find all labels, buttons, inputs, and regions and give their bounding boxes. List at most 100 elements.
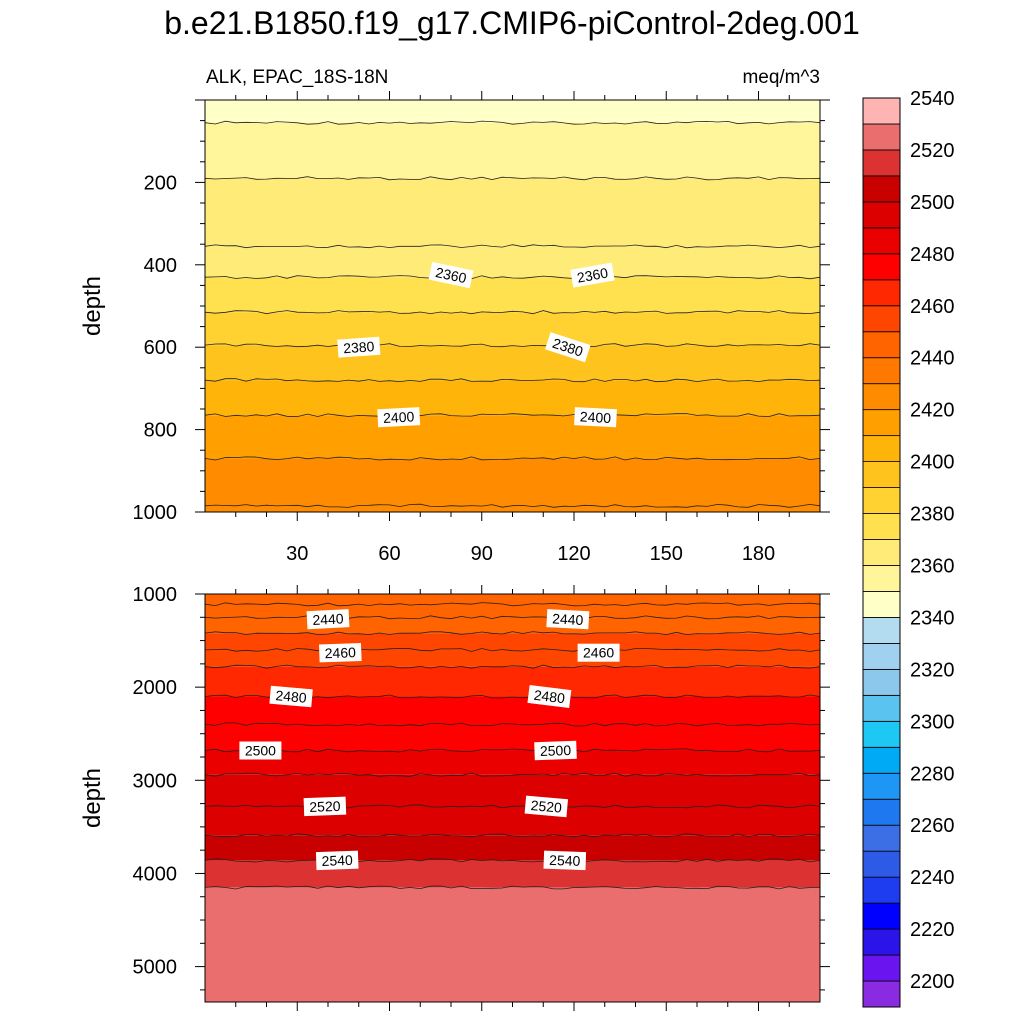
colorbar-box bbox=[862, 565, 901, 592]
colorbar-box bbox=[862, 331, 901, 359]
contour-band bbox=[205, 178, 820, 247]
colorbar-box bbox=[862, 279, 901, 307]
colorbar: 2200 2220 2240 2260 2280 2300 2320 2340 2360 2380… bbox=[862, 88, 955, 1008]
contour-band bbox=[205, 860, 820, 888]
contour-label-text: 2440 bbox=[552, 610, 584, 628]
contour-line bbox=[204, 275, 821, 280]
colorbar-box bbox=[862, 980, 901, 1008]
y-tick-label: 3000 bbox=[133, 770, 178, 792]
colorbar-box bbox=[862, 461, 901, 488]
contour-label: 2360 bbox=[428, 261, 474, 289]
contour-label-text: 2480 bbox=[533, 687, 566, 707]
colorbar-box bbox=[862, 902, 901, 930]
colorbar-tick-label: 2460 bbox=[910, 296, 955, 318]
contour-label-box bbox=[574, 407, 617, 428]
contour-label-box bbox=[524, 795, 569, 818]
y-tick-label: 2000 bbox=[133, 677, 178, 699]
contour-label: 2440 bbox=[306, 609, 350, 630]
colorbar-frame bbox=[862, 97, 901, 1008]
y-tick-label: 400 bbox=[144, 255, 177, 277]
colorbar-box bbox=[862, 720, 901, 748]
contour-label-text: 2380 bbox=[343, 338, 375, 356]
colorbar-tick-label: 2400 bbox=[910, 452, 955, 474]
contour-label-text: 2460 bbox=[583, 645, 614, 661]
contour-label-text: 2400 bbox=[580, 408, 612, 426]
y-axis-label: depth bbox=[79, 768, 106, 828]
contour-label-box bbox=[377, 407, 421, 428]
contour-band bbox=[205, 345, 820, 381]
contour-label: 2360 bbox=[570, 262, 615, 288]
contour-line bbox=[204, 120, 821, 125]
contour-band bbox=[205, 380, 820, 416]
contour-line bbox=[204, 664, 821, 669]
contour-band bbox=[205, 750, 820, 775]
colorbar-box bbox=[862, 227, 901, 255]
colorbar-box bbox=[862, 383, 901, 411]
contour-label-text: 2440 bbox=[312, 610, 344, 628]
colorbar-box bbox=[862, 694, 901, 722]
contour-label: 2540 bbox=[315, 850, 359, 871]
contour-label: 2400 bbox=[574, 407, 617, 428]
contour-label: 2520 bbox=[524, 795, 569, 818]
contour-label-box bbox=[527, 685, 572, 708]
colorbar-tick-label: 2320 bbox=[910, 659, 955, 681]
colorbar-tick-label: 2500 bbox=[910, 192, 955, 214]
contour-label-text: 2360 bbox=[434, 264, 468, 286]
contour-label: 2400 bbox=[377, 407, 421, 428]
x-tick-label: 150 bbox=[650, 543, 683, 565]
contour-band bbox=[205, 835, 820, 861]
contour-band bbox=[205, 277, 820, 313]
contour-label: 2460 bbox=[318, 642, 362, 663]
contour-label-box bbox=[306, 609, 350, 630]
contour-line bbox=[204, 343, 821, 348]
contour-band bbox=[205, 415, 820, 459]
units-label: meq/m^3 bbox=[742, 67, 820, 88]
colorbar-box bbox=[862, 539, 901, 566]
contour-label-box bbox=[570, 262, 615, 288]
contour-label-box bbox=[546, 609, 590, 630]
colorbar-box bbox=[862, 305, 901, 333]
x-tick-label: 180 bbox=[742, 543, 775, 565]
contour-label-text: 2520 bbox=[530, 797, 563, 816]
contour-band bbox=[205, 594, 820, 634]
lower-panel: 2440 2440 2460 2460 2480 2480 2500 2500 2520 2520… bbox=[79, 584, 830, 1011]
colorbar-box bbox=[862, 617, 901, 644]
contour-line bbox=[204, 833, 821, 838]
y-axis-label: depth bbox=[79, 276, 106, 336]
contour-label-text: 2360 bbox=[576, 264, 610, 285]
contour-label: 2520 bbox=[303, 796, 347, 817]
contour-label-box bbox=[545, 332, 591, 363]
contour-label-text: 2460 bbox=[324, 644, 356, 661]
contour-label-text: 2500 bbox=[245, 743, 276, 759]
contour-label-box bbox=[534, 740, 577, 761]
colorbar-tick-label: 2440 bbox=[910, 348, 955, 370]
colorbar-tick-label: 2360 bbox=[910, 555, 955, 577]
contour-band bbox=[205, 312, 820, 346]
colorbar-box bbox=[862, 798, 901, 826]
colorbar-box bbox=[862, 435, 901, 462]
contour-label: 2440 bbox=[546, 609, 590, 630]
colorbar-box bbox=[862, 643, 901, 670]
colorbar-box bbox=[862, 123, 901, 151]
y-tick-label: 800 bbox=[144, 420, 177, 442]
contour-line bbox=[204, 602, 821, 607]
colorbar-box bbox=[862, 409, 901, 437]
y-tick-label: 1000 bbox=[133, 502, 178, 524]
colorbar-tick-label: 2300 bbox=[910, 711, 955, 733]
colorbar-tick-label: 2200 bbox=[910, 971, 955, 993]
colorbar-box bbox=[862, 487, 901, 514]
variable-region-label: ALK, EPAC_18S-18N bbox=[206, 67, 388, 88]
colorbar-box bbox=[862, 175, 901, 203]
contour-label-box bbox=[303, 796, 347, 817]
contour-label-text: 2400 bbox=[383, 408, 415, 426]
contour-band bbox=[205, 122, 820, 179]
contour-label: 2500 bbox=[239, 741, 282, 760]
colorbar-box bbox=[862, 850, 901, 878]
contour-label: 2380 bbox=[337, 336, 381, 358]
contour-label: 2540 bbox=[543, 850, 587, 871]
colorbar-box bbox=[862, 97, 901, 125]
colorbar-box bbox=[862, 954, 901, 982]
y-tick-label: 200 bbox=[144, 172, 177, 194]
